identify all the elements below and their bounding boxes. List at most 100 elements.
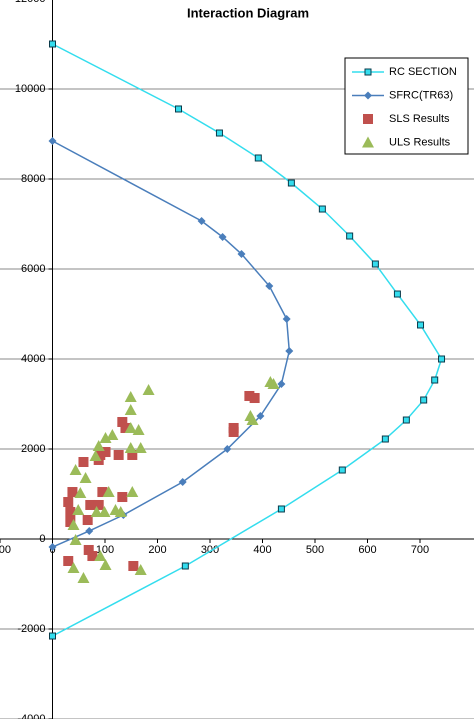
x-tick-label: -100 [0,544,11,556]
marker [92,439,105,451]
marker [109,504,122,516]
marker [197,216,206,225]
marker [124,403,137,415]
marker [215,129,223,137]
marker [90,506,103,517]
marker [126,486,139,498]
legend-label: RC SECTION [389,66,457,78]
marker [113,449,124,460]
marker [237,250,246,259]
marker [63,556,74,567]
marker [83,544,94,555]
y-tick-label: 2000 [21,443,45,455]
marker [246,414,259,426]
y-tick-label: 12000 [15,0,46,5]
x-tick-label: 300 [201,544,219,556]
marker [48,137,57,146]
marker [77,572,90,584]
marker [79,471,92,483]
marker [249,393,260,404]
marker [254,154,262,162]
y-tick-label: 6000 [21,263,45,275]
y-tick-label: -2000 [17,623,45,635]
chart-title: Interaction Diagram [187,5,309,20]
marker [67,519,80,531]
marker [364,91,372,100]
marker [228,426,239,437]
marker [69,464,82,476]
marker [85,526,94,535]
marker [85,499,96,510]
y-tick-label: 8000 [21,173,45,185]
marker [178,477,187,486]
y-tick-label: 10000 [15,83,46,95]
marker [362,136,374,148]
marker [277,380,286,389]
marker [420,396,428,404]
marker [65,516,76,527]
marker [134,564,147,576]
marker [49,632,56,640]
marker [267,378,280,390]
marker [99,432,112,444]
legend: RC SECTION SFRC(TR63) SLS Results ULS Resul… [344,57,469,155]
marker [74,487,87,499]
marker [120,422,131,433]
legend-label: ULS Results [389,136,451,148]
marker [94,550,107,562]
marker [93,499,104,510]
y-tick-label: 4000 [21,353,45,365]
marker [132,424,145,436]
marker [338,466,346,474]
x-tick-label: 200 [148,544,166,556]
x-tick-label: 600 [358,544,376,556]
marker [117,417,128,427]
marker [134,442,147,454]
marker [287,179,295,187]
marker [98,506,111,517]
marker [124,390,137,402]
legend-label: SFRC(TR63) [389,89,453,101]
marker [181,562,189,570]
marker [277,505,285,513]
marker [117,492,128,503]
marker [402,416,410,424]
marker [371,260,379,268]
marker [100,447,111,458]
marker [282,314,291,323]
marker [393,290,401,298]
marker [69,533,82,545]
marker [87,551,98,562]
marker [48,543,57,552]
marker [381,435,389,443]
marker [106,429,119,441]
marker [97,487,108,498]
marker [175,105,182,113]
marker [49,40,56,48]
y-tick-label: -4000 [17,713,45,719]
marker [364,68,372,76]
marker [65,507,76,517]
marker [256,412,265,421]
marker [72,504,85,516]
marker [363,114,373,124]
marker [89,450,102,462]
marker [265,282,274,291]
legend-label: SLS Results [389,113,450,125]
marker [124,442,137,454]
marker [285,346,294,355]
x-tick-label: 400 [253,544,271,556]
marker [244,390,255,401]
marker [82,515,93,526]
marker [346,232,354,240]
marker [67,487,78,498]
marker [218,233,227,242]
marker [128,561,139,571]
marker [102,486,115,498]
marker [124,421,137,433]
marker [438,355,446,363]
marker [223,445,232,453]
marker [99,559,112,571]
marker [63,497,74,508]
